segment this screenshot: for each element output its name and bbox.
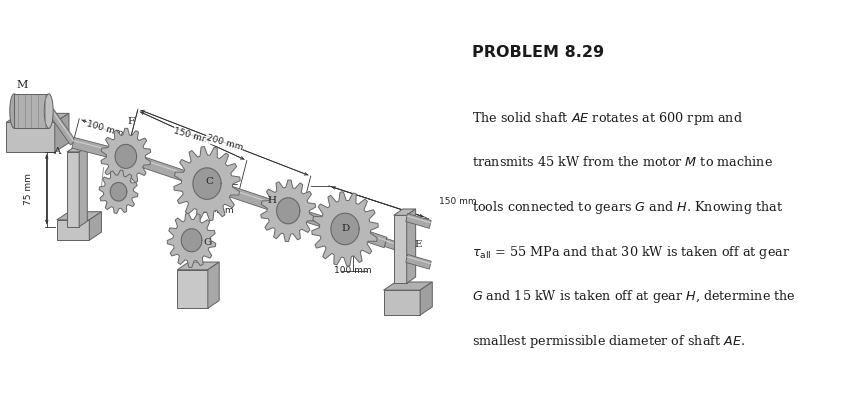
Polygon shape xyxy=(55,113,69,152)
Polygon shape xyxy=(205,178,290,216)
Polygon shape xyxy=(174,146,240,221)
Polygon shape xyxy=(343,224,387,248)
Text: 150 mm: 150 mm xyxy=(173,126,212,145)
Text: H: H xyxy=(267,196,276,205)
Text: 100 mm: 100 mm xyxy=(196,206,234,215)
Polygon shape xyxy=(49,109,75,145)
Polygon shape xyxy=(6,113,69,122)
Polygon shape xyxy=(178,270,208,308)
Polygon shape xyxy=(394,215,407,283)
Polygon shape xyxy=(115,144,136,169)
Text: C: C xyxy=(205,177,213,186)
Text: PROBLEM 8.29: PROBLEM 8.29 xyxy=(472,45,603,60)
Text: G: G xyxy=(204,238,212,247)
Polygon shape xyxy=(383,290,420,315)
Text: 75 mm: 75 mm xyxy=(24,173,33,206)
Polygon shape xyxy=(181,229,202,252)
Text: 150 mm: 150 mm xyxy=(440,197,477,206)
Polygon shape xyxy=(67,146,88,152)
Text: 100 mm: 100 mm xyxy=(85,120,124,139)
Text: $\tau_{\rm all}$ = 55 MPa and that 30 kW is taken off at gear: $\tau_{\rm all}$ = 55 MPa and that 30 kW… xyxy=(472,244,790,261)
Polygon shape xyxy=(57,212,101,220)
Text: 100 mm: 100 mm xyxy=(335,266,372,275)
Polygon shape xyxy=(277,198,300,224)
Text: D: D xyxy=(342,224,350,233)
Polygon shape xyxy=(167,213,216,268)
Polygon shape xyxy=(89,212,101,240)
Polygon shape xyxy=(394,209,415,215)
Text: transmits 45 kW from the motor $M$ to machine: transmits 45 kW from the motor $M$ to ma… xyxy=(472,155,772,169)
Text: M: M xyxy=(16,80,28,91)
Text: 200 mm: 200 mm xyxy=(205,133,244,152)
Text: E: E xyxy=(414,240,422,249)
Polygon shape xyxy=(193,168,221,199)
Polygon shape xyxy=(287,206,346,234)
Polygon shape xyxy=(385,239,403,252)
Polygon shape xyxy=(407,209,415,283)
Polygon shape xyxy=(110,182,127,201)
Polygon shape xyxy=(312,192,378,266)
Text: tools connected to gears $G$ and $H$. Knowing that: tools connected to gears $G$ and $H$. Kn… xyxy=(472,199,783,216)
Polygon shape xyxy=(406,255,431,269)
Polygon shape xyxy=(79,146,88,227)
Polygon shape xyxy=(331,213,359,245)
Polygon shape xyxy=(125,151,208,189)
Polygon shape xyxy=(420,282,433,315)
Polygon shape xyxy=(406,214,431,228)
Text: A: A xyxy=(53,147,61,156)
Ellipse shape xyxy=(10,94,19,128)
Polygon shape xyxy=(208,262,219,308)
Polygon shape xyxy=(6,122,55,152)
Polygon shape xyxy=(99,170,138,213)
Polygon shape xyxy=(261,180,316,242)
Polygon shape xyxy=(14,94,49,128)
Text: $G$ and 15 kW is taken off at gear $H$, determine the: $G$ and 15 kW is taken off at gear $H$, … xyxy=(472,288,796,305)
Ellipse shape xyxy=(44,94,53,128)
Text: smallest permissible diameter of shaft $AE$.: smallest permissible diameter of shaft $… xyxy=(472,333,745,350)
Polygon shape xyxy=(178,262,219,270)
Polygon shape xyxy=(72,137,127,162)
Text: F: F xyxy=(127,117,135,126)
Polygon shape xyxy=(101,128,151,184)
Polygon shape xyxy=(57,220,89,240)
Polygon shape xyxy=(383,282,433,290)
Text: The solid shaft $AE$ rotates at 600 rpm and: The solid shaft $AE$ rotates at 600 rpm … xyxy=(472,110,742,127)
Polygon shape xyxy=(67,152,79,227)
